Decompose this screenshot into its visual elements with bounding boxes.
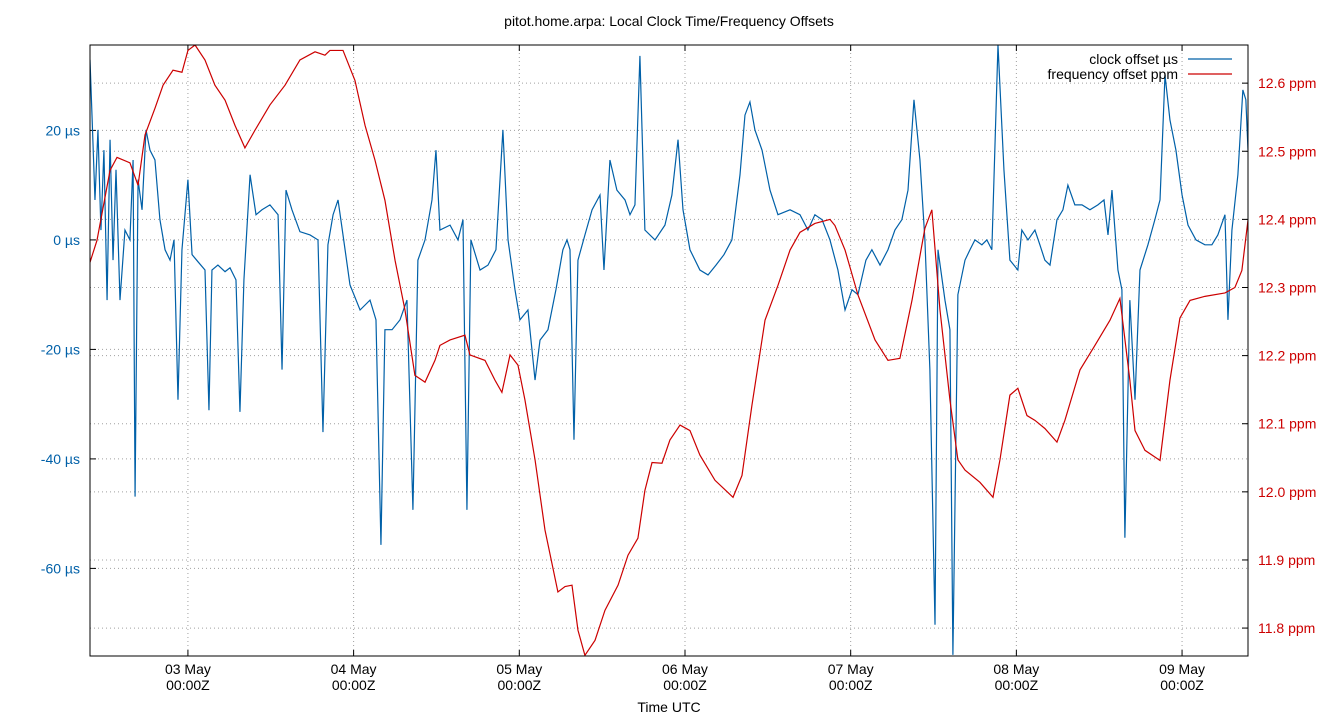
x-tick-label: 03 May (165, 661, 211, 677)
x-tick-label: 00:00Z (995, 677, 1039, 693)
x-tick-label: 00:00Z (1160, 677, 1204, 693)
y-tick-label: 0 µs (53, 232, 80, 248)
x-tick-label: 00:00Z (332, 677, 376, 693)
y-tick-label: -20 µs (41, 341, 80, 357)
x-tick-label: 00:00Z (166, 677, 210, 693)
legend-label: clock offset µs (1089, 51, 1178, 67)
x-axis-title: Time UTC (637, 699, 700, 715)
x-tick-label: 04 May (331, 661, 377, 677)
series-line (90, 45, 1248, 656)
series-line (90, 45, 1248, 655)
legend-label: frequency offset ppm (1048, 66, 1178, 82)
x-tick-label: 09 May (1159, 661, 1205, 677)
plot-frame (89, 44, 1249, 657)
y2-tick-label: 12.2 ppm (1258, 348, 1316, 364)
y-tick-label: 20 µs (45, 122, 80, 138)
y2-tick-label: 12.5 ppm (1258, 143, 1316, 159)
x-tick-label: 08 May (993, 661, 1039, 677)
y2-tick-label: 12.6 ppm (1258, 75, 1316, 91)
y2-tick-label: 12.0 ppm (1258, 484, 1316, 500)
y-tick-label: -60 µs (41, 560, 80, 576)
x-tick-label: 00:00Z (663, 677, 707, 693)
x-tick-label: 06 May (662, 661, 708, 677)
x-tick-label: 05 May (496, 661, 542, 677)
y2-tick-label: 11.8 ppm (1258, 620, 1315, 636)
y2-tick-label: 12.4 ppm (1258, 211, 1316, 227)
x-tick-label: 07 May (828, 661, 874, 677)
y2-tick-label: 11.9 ppm (1258, 552, 1315, 568)
x-tick-label: 00:00Z (498, 677, 542, 693)
y2-tick-label: 12.1 ppm (1258, 416, 1316, 432)
y-tick-label: -40 µs (41, 451, 80, 467)
y2-tick-label: 12.3 ppm (1258, 279, 1316, 295)
x-tick-label: 00:00Z (829, 677, 873, 693)
chart-title: pitot.home.arpa: Local Clock Time/Freque… (504, 13, 834, 29)
